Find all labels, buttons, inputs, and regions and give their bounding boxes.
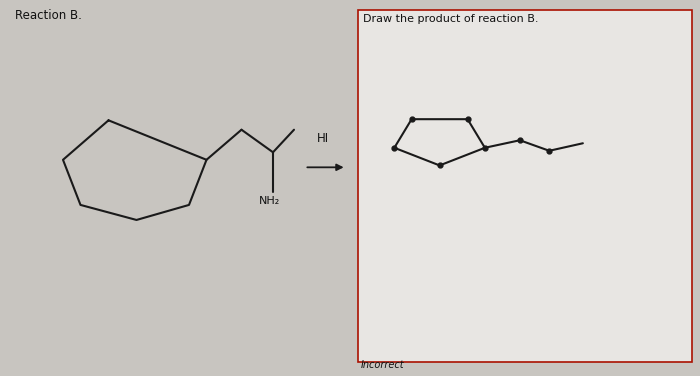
Text: NH₂: NH₂ <box>259 196 280 206</box>
Text: Reaction B.: Reaction B. <box>15 9 83 23</box>
Text: Draw the product of reaction B.: Draw the product of reaction B. <box>363 14 539 24</box>
FancyBboxPatch shape <box>358 10 692 362</box>
Text: Incorrect: Incorrect <box>360 360 404 370</box>
Text: HI: HI <box>317 132 330 145</box>
